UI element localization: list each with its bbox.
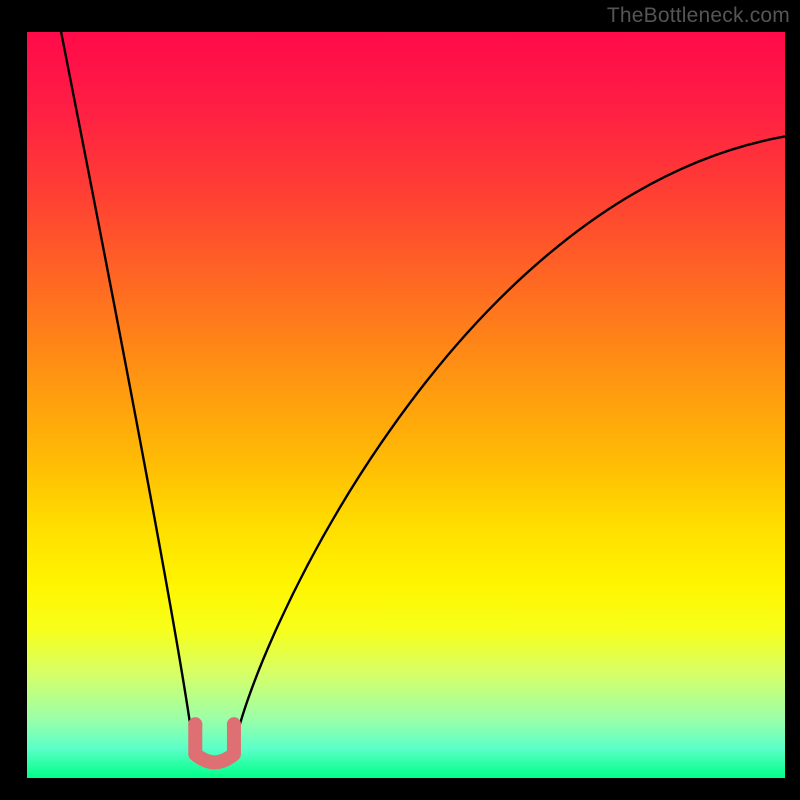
chart-root: TheBottleneck.com xyxy=(0,0,800,800)
gradient-background xyxy=(27,32,785,778)
plot-svg xyxy=(27,32,785,778)
nadir-bridge-endcap-0 xyxy=(188,717,202,731)
nadir-bridge-endcap-1 xyxy=(227,717,241,731)
watermark-text: TheBottleneck.com xyxy=(607,4,790,28)
bottleneck-curve-chart xyxy=(27,32,785,778)
